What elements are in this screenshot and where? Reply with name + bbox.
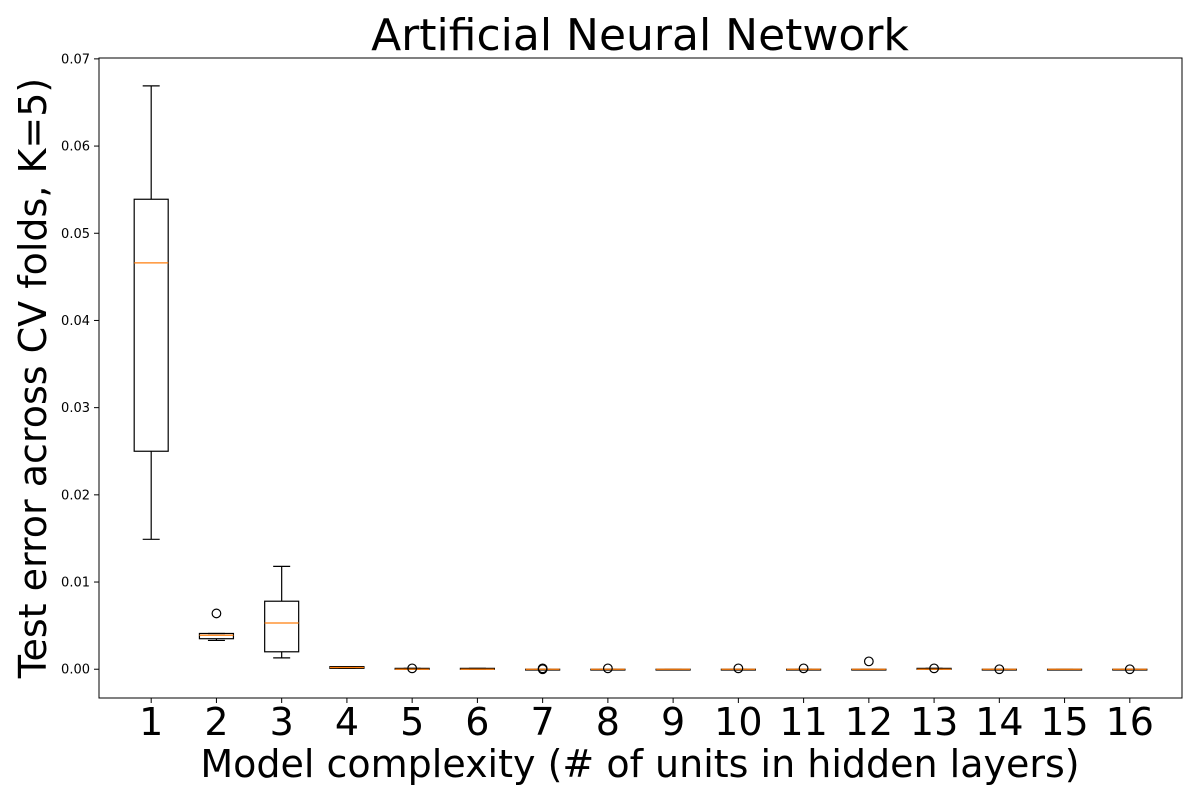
y-tick-label: 0.01 — [61, 576, 90, 591]
outlier-point — [733, 663, 744, 674]
box-6 — [459, 667, 495, 670]
y-tick-label: 0.05 — [61, 227, 90, 242]
x-tick-label: 7 — [531, 700, 555, 744]
outlier-point — [1124, 664, 1135, 675]
y-tick-label: 0.03 — [61, 401, 90, 416]
y-tick-label: 0.04 — [61, 314, 90, 329]
x-tick-label: 16 — [1106, 700, 1154, 744]
x-tick-label: 6 — [465, 700, 489, 744]
box-1 — [133, 85, 169, 540]
box-11 — [786, 663, 822, 674]
box-9 — [655, 668, 691, 671]
y-tick-label: 0.07 — [61, 52, 90, 67]
box-12 — [851, 656, 887, 671]
x-tick-label: 4 — [335, 700, 359, 744]
y-axis-label: Test error across CV folds, K=5) — [11, 78, 55, 680]
outlier-point — [537, 663, 548, 674]
box-7 — [525, 663, 561, 675]
box-16 — [1112, 664, 1148, 675]
x-tick-label: 2 — [204, 700, 228, 744]
iqr-box — [264, 600, 300, 653]
x-tick-label: 10 — [714, 700, 762, 744]
y-tick-label: 0.06 — [61, 140, 90, 155]
box-5 — [394, 663, 430, 674]
outlier-point — [863, 656, 874, 667]
y-tick-label: 0.02 — [61, 488, 90, 503]
outlier-point — [929, 663, 939, 674]
x-tick-label: 9 — [661, 700, 685, 744]
outlier-point — [602, 663, 613, 674]
outlier-point — [407, 663, 418, 674]
box-14 — [981, 664, 1017, 675]
box-13 — [916, 663, 952, 674]
x-tick-label: 5 — [400, 700, 424, 744]
x-tick-label: 12 — [845, 700, 893, 744]
x-tick-label: 3 — [270, 700, 294, 744]
outlier-point — [211, 608, 222, 619]
box-15 — [1046, 668, 1083, 671]
x-tick-label: 15 — [1040, 700, 1088, 744]
iqr-box — [198, 632, 235, 640]
x-tick-label: 13 — [910, 700, 958, 744]
iqr-box — [133, 198, 169, 452]
box-2 — [198, 608, 235, 642]
y-axis: 0.00 0.01 0.02 0.03 0.04 0.05 0.06 0.07 — [61, 52, 99, 678]
box-10 — [720, 663, 756, 674]
box-8 — [590, 663, 626, 674]
outlier-point — [798, 663, 809, 674]
x-tick-label: 14 — [975, 700, 1023, 744]
box-4 — [329, 666, 365, 669]
x-tick-label: 1 — [139, 700, 163, 744]
axes-frame — [98, 57, 1183, 699]
outlier-point — [994, 664, 1005, 675]
x-axis: 1 2 3 4 5 6 7 8 9 10 11 12 13 14 15 16 — [139, 698, 1154, 744]
plot-area — [133, 85, 1148, 675]
y-tick-label: 0.00 — [61, 663, 90, 678]
x-tick-label: 11 — [779, 700, 827, 744]
chart-title: Artificial Neural Network — [371, 10, 909, 61]
x-tick-label: 8 — [596, 700, 620, 744]
box-3 — [264, 565, 300, 659]
x-axis-label: Model complexity (# of units in hidden l… — [200, 742, 1079, 786]
